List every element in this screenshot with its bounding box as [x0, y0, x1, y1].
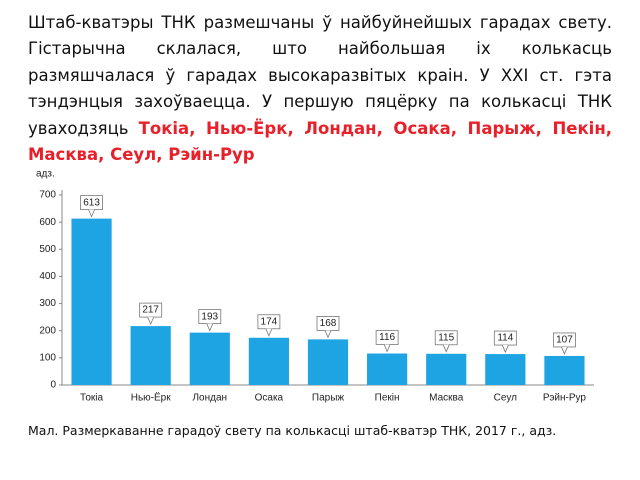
bar [248, 337, 289, 385]
value-label: 174 [261, 316, 278, 327]
bar [485, 354, 526, 385]
value-label: 114 [497, 333, 513, 344]
x-tick-label: Рэйн-Рур [543, 393, 587, 404]
x-tick-label: Лондан [192, 393, 227, 404]
y-tick-label: 100 [39, 352, 56, 363]
x-tick-label: Пекін [375, 393, 400, 404]
paragraph-text: Штаб-кватэры ТНК размешчаны ў найбуйнейш… [28, 13, 612, 138]
value-label: 193 [201, 311, 218, 322]
y-tick-label: 500 [39, 244, 56, 255]
x-tick-label: Сеул [494, 393, 517, 404]
value-label: 116 [379, 332, 395, 343]
value-label: 115 [438, 332, 454, 343]
value-label-pointer [383, 344, 391, 353]
y-tick-label: 200 [39, 325, 56, 336]
y-tick-label: 600 [39, 217, 56, 228]
y-tick-label: 400 [39, 271, 56, 282]
x-tick-label: Нью-Ёрк [131, 392, 171, 404]
value-label-box [493, 330, 517, 346]
y-axis-label: адз. [36, 169, 55, 180]
value-label-pointer [265, 328, 273, 337]
x-tick-label: Осака [255, 393, 284, 404]
value-label-pointer [147, 316, 155, 326]
y-tick-label: 700 [39, 190, 56, 201]
x-tick-label: Токіа [80, 393, 103, 404]
value-label: 217 [142, 305, 159, 316]
value-label-pointer [88, 209, 95, 218]
bar [130, 326, 171, 385]
chart-box: адз. 0 100 200 300 400 500 600 700 Токіа 613 Нью-Ё… [22, 165, 598, 415]
bar [189, 332, 230, 385]
chart: адз. 0 100 200 300 400 500 600 700 Токіа 613 Нью-Ё… [36, 169, 594, 404]
y-tick-label: 300 [39, 298, 56, 309]
paragraph: Штаб-кватэры ТНК размешчаны ў найбуйнейш… [28, 10, 612, 168]
caption: Мал. Размеркаванне гарадоў свету па коль… [28, 423, 557, 438]
value-label: 168 [320, 318, 337, 329]
value-label-pointer [442, 344, 450, 353]
bar [544, 355, 585, 385]
x-tick-label: Масква [429, 393, 464, 404]
city-list: Токіа, Нью-Ёрк, Лондан, Осака, Парыж, Пе… [28, 118, 612, 165]
value-label-box [434, 330, 458, 346]
value-label-pointer [324, 330, 332, 339]
bar [367, 353, 408, 385]
value-label: 107 [556, 335, 573, 346]
value-label: 613 [83, 197, 100, 208]
bar [71, 218, 112, 385]
value-label-pointer [206, 323, 214, 332]
value-label-pointer [561, 346, 568, 355]
value-label-pointer [501, 344, 509, 354]
bar [426, 353, 467, 385]
x-tick-label: Парыж [312, 393, 344, 404]
bar [307, 339, 349, 385]
y-tick-label: 0 [50, 380, 56, 391]
